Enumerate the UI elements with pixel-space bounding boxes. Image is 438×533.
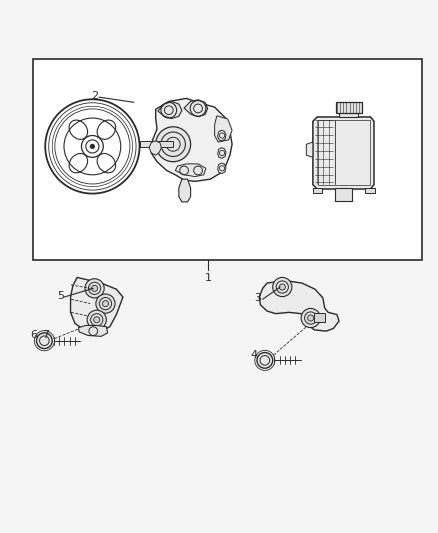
Polygon shape [78, 326, 108, 336]
Circle shape [279, 284, 286, 290]
Bar [336, 102, 362, 112]
Polygon shape [306, 142, 313, 157]
Text: 4: 4 [251, 350, 258, 360]
Polygon shape [179, 179, 191, 202]
Circle shape [36, 333, 52, 349]
Polygon shape [218, 148, 226, 158]
Polygon shape [218, 130, 226, 141]
Polygon shape [158, 101, 182, 118]
Circle shape [257, 352, 273, 368]
Bar [314, 313, 325, 322]
Circle shape [85, 279, 104, 298]
Bar [339, 112, 358, 117]
Polygon shape [313, 117, 374, 189]
Text: 2: 2 [91, 91, 98, 101]
Polygon shape [71, 277, 123, 332]
Circle shape [301, 309, 320, 328]
Text: 1: 1 [205, 272, 212, 282]
Text: 7: 7 [42, 330, 49, 341]
Bar [313, 188, 322, 193]
Bar [141, 141, 173, 147]
Circle shape [90, 144, 95, 149]
Circle shape [273, 277, 292, 297]
Circle shape [94, 317, 100, 323]
Text: 6: 6 [30, 330, 37, 341]
Circle shape [307, 315, 314, 321]
Circle shape [92, 285, 98, 292]
Polygon shape [218, 163, 226, 174]
Polygon shape [175, 164, 206, 176]
Circle shape [102, 301, 109, 306]
Text: 3: 3 [254, 293, 261, 303]
Polygon shape [149, 141, 161, 155]
Bar [335, 188, 352, 201]
Bar [33, 59, 422, 260]
Bar [365, 188, 375, 193]
Circle shape [87, 310, 106, 329]
Polygon shape [215, 116, 232, 142]
Text: 5: 5 [57, 291, 64, 301]
Polygon shape [151, 99, 232, 181]
Polygon shape [184, 100, 208, 117]
Circle shape [96, 294, 115, 313]
Circle shape [155, 127, 191, 161]
Polygon shape [259, 280, 339, 331]
